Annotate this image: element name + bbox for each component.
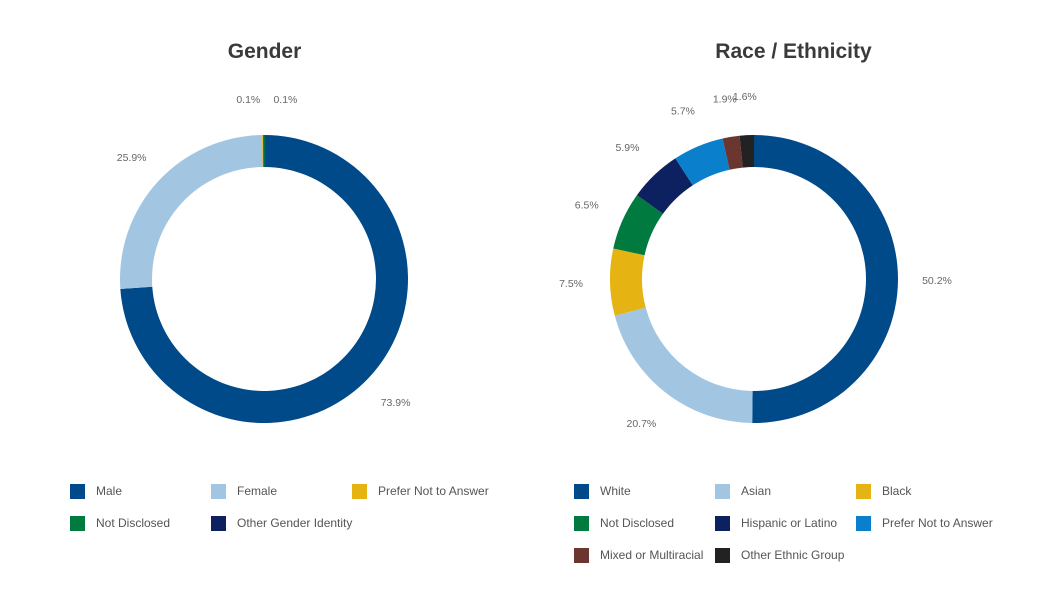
slice-label-black: 7.5% [559,278,583,290]
legend-label: Prefer Not to Answer [882,516,993,530]
legend-item-prefer-not-to-answer: Prefer Not to Answer [856,514,993,532]
slice-other-ethnic-group [739,135,754,168]
legend-item-other-gender-identity: Other Gender Identity [211,514,352,532]
slice-prefer-not-to-answer [675,138,730,186]
legend-swatch [715,547,730,563]
slice-female [119,135,263,289]
slice-label-white: 50.2% [922,275,952,287]
legend-label: Male [96,484,123,498]
slice-asian [614,307,753,423]
legend-label: Prefer Not to Answer [378,484,489,498]
legend-label: Black [882,484,912,498]
slice-mixed-or-multiracial [722,135,743,170]
legend-item-asian: Asian [715,482,771,500]
chart-title: Gender [227,40,302,63]
slice-label-hispanic-or-latino: 5.9% [616,142,640,154]
slice-not-disclosed [263,135,265,168]
legend-item-not-disclosed: Not Disclosed [70,514,170,532]
legend-item-white: White [574,482,631,500]
slice-label-prefer-not-to-answer: 0.1% [236,94,260,106]
legend-swatch [856,515,871,531]
legend-swatch [70,515,85,531]
slice-label-prefer-not-to-answer: 5.7% [671,105,695,117]
legend-item-other-ethnic-group: Other Ethnic Group [715,546,844,564]
legend-swatch [856,483,871,499]
legend-label: Female [237,484,278,498]
slice-white [752,135,898,423]
legend-label: White [600,484,631,498]
slice-label-mixed-or-multiracial: 1.9% [713,93,737,105]
race-donut: 50.2% 20.7% 7.5% 6.5% 5.9% 5.7% 1.9%1.6% [559,91,952,430]
legend-item-not-disclosed: Not Disclosed [574,514,674,532]
legend-label: Other Ethnic Group [741,548,845,562]
legend-label: Asian [741,484,772,498]
gender-donut: 73.9% 25.9% 0.1% 0.1% [117,94,411,423]
slice-not-disclosed [613,195,663,256]
legend-item-mixed-or-multiracial: Mixed or Multiracial [574,546,703,564]
legend-label: Not Disclosed [96,516,171,530]
slice-label-male: 73.9% [381,397,411,409]
slice-label-not-disclosed: 0.1% [273,94,297,106]
legend-swatch [715,515,730,531]
legend-swatch [352,483,367,499]
slice-black [610,248,646,316]
legend-swatch [574,515,589,531]
slice-hispanic-or-latino [636,158,693,214]
race-chart: Race / Ethnicity 50.2% 20.7% 7.5% 6.5% 5.9% 5… [529,0,1058,595]
gender-legend: Male Female Prefer Not to Answer Not Disclo… [0,482,529,592]
legend-swatch [211,515,226,531]
legend-swatch [574,483,589,499]
legend-label: Not Disclosed [600,516,675,530]
slice-label-not-disclosed: 6.5% [575,200,599,212]
legend-swatch [715,483,730,499]
legend-label: Mixed or Multiracial [600,548,704,562]
legend-swatch [70,483,85,499]
slice-label-asian: 20.7% [626,418,656,430]
legend-item-female: Female [211,482,277,500]
slice-label-other-ethnic-group: 1.6% [733,91,757,103]
chart-title: Race / Ethnicity [715,40,872,63]
legend-swatch [211,483,226,499]
legend-label: Other Gender Identity [237,516,353,530]
legend-label: Hispanic or Latino [741,516,838,530]
legend-item-hispanic-or-latino: Hispanic or Latino [715,514,837,532]
legend-item-prefer-not-to-answer: Prefer Not to Answer [352,482,489,500]
race-legend: White Asian Black Not Disclosed Hispanic or … [529,482,1058,592]
legend-item-male: Male [70,482,122,500]
gender-chart: Gender 73.9% 25.9% 0.1% 0.1% Male Female Pref… [0,40,529,592]
legend-item-black: Black [856,482,911,500]
legend-swatch [574,547,589,563]
slice-label-female: 25.9% [117,152,147,164]
